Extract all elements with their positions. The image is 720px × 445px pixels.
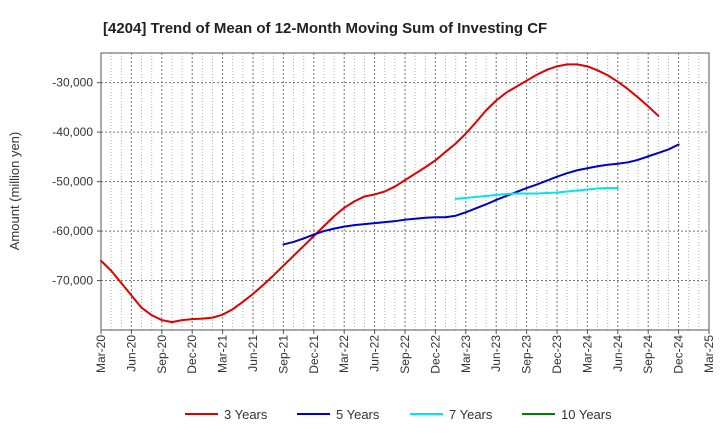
y-tick-label: -30,000 bbox=[52, 76, 93, 90]
x-tick-label: Dec-24 bbox=[672, 335, 686, 374]
chart-title: [4204] Trend of Mean of 12-Month Moving … bbox=[103, 20, 547, 37]
x-tick-label: Dec-21 bbox=[307, 335, 321, 374]
x-tick-label: Jun-20 bbox=[124, 335, 138, 372]
x-tick-label: Mar-22 bbox=[337, 335, 351, 373]
legend-label: 7 Years bbox=[449, 407, 493, 422]
x-tick-label: Sep-20 bbox=[155, 335, 169, 374]
x-tick-label: Dec-20 bbox=[185, 335, 199, 374]
legend-label: 10 Years bbox=[561, 407, 612, 422]
x-tick-label: Jun-21 bbox=[246, 335, 260, 372]
legend: 3 Years 5 Years 7 Years 10 Years bbox=[185, 407, 612, 422]
x-tick-label: Sep-22 bbox=[398, 335, 412, 374]
x-tick-label: Jun-23 bbox=[489, 335, 503, 372]
y-tick-label: -50,000 bbox=[52, 175, 93, 189]
x-tick-label: Sep-23 bbox=[520, 335, 534, 374]
grid-layer bbox=[101, 53, 709, 330]
y-tick-label: -60,000 bbox=[52, 224, 93, 238]
x-tick-label: Mar-23 bbox=[459, 335, 473, 373]
x-tick-label: Mar-20 bbox=[94, 335, 108, 373]
x-tick-label: Mar-25 bbox=[702, 335, 716, 373]
x-tick-label: Dec-22 bbox=[428, 335, 442, 374]
legend-label: 3 Years bbox=[224, 407, 268, 422]
y-tick-label: -70,000 bbox=[52, 274, 93, 288]
x-tick-label: Jun-22 bbox=[368, 335, 382, 372]
series-line-3-years bbox=[100, 63, 660, 324]
y-axis-label: Amount (million yen) bbox=[7, 132, 22, 251]
x-tick-label: Sep-21 bbox=[276, 335, 290, 374]
series-line-7-years bbox=[454, 187, 619, 200]
legend-label: 5 Years bbox=[336, 407, 380, 422]
y-tick-label: -40,000 bbox=[52, 125, 93, 139]
axis-layer: -30,000 -40,000 -50,000 -60,000 -70,000 Mar-2… bbox=[52, 76, 716, 374]
series-layer bbox=[100, 63, 680, 324]
x-tick-label: Jun-24 bbox=[611, 335, 625, 372]
x-tick-label: Mar-21 bbox=[216, 335, 230, 373]
x-tick-label: Sep-24 bbox=[641, 335, 655, 374]
x-tick-label: Dec-23 bbox=[550, 335, 564, 374]
series-line-5-years bbox=[282, 143, 680, 246]
x-tick-label: Mar-24 bbox=[580, 335, 594, 373]
